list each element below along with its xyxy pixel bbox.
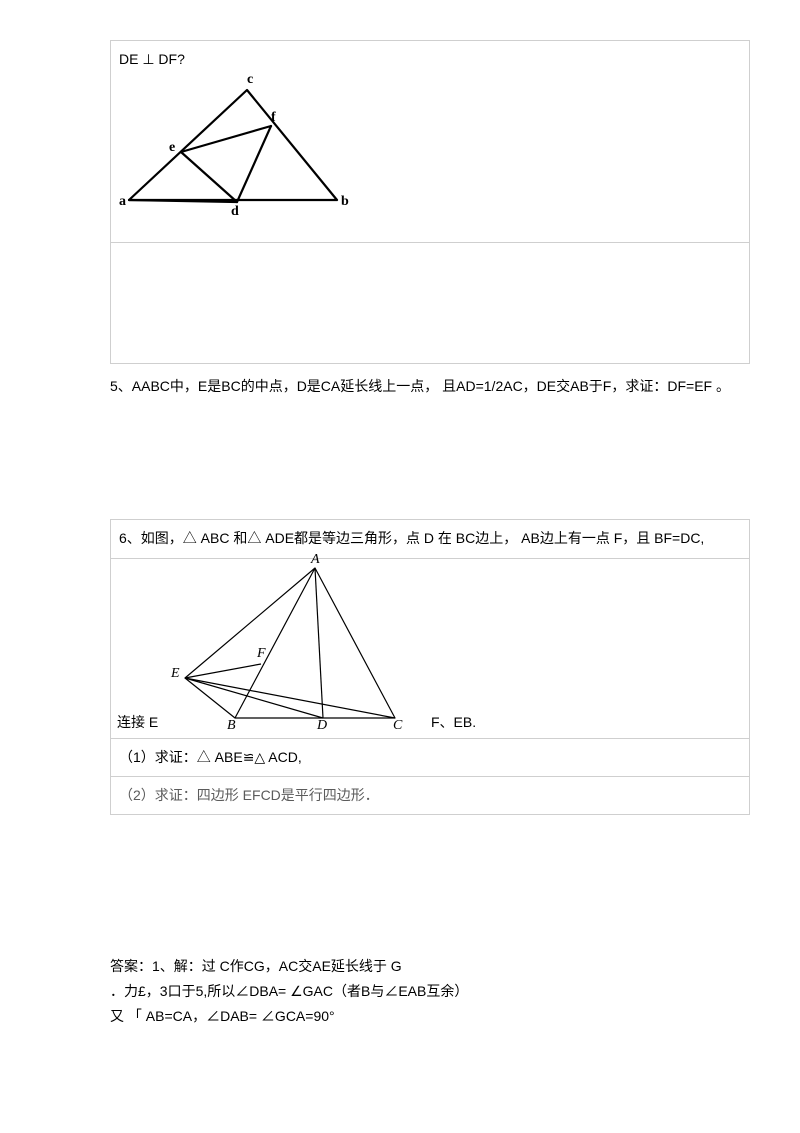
q6-after: F、EB. xyxy=(425,712,476,738)
label-a: a xyxy=(119,194,126,210)
label-f: f xyxy=(271,110,276,126)
q5-text: 5、AABC中，E是BC的中点，D是CA延长线上一点， 且AD=1/2AC，DE… xyxy=(110,374,750,399)
label-E: E xyxy=(171,666,180,682)
ans-l1: 答案：1、解：过 C作CG，AC交AE延长线于 G xyxy=(110,954,750,979)
label-A: A xyxy=(311,552,320,568)
q6-side-text: 连接 E xyxy=(111,712,165,738)
ans-l3: 又 「 AB=CA，∠DAB= ∠GCA=90° xyxy=(110,1004,750,1029)
label-F: F xyxy=(257,646,266,662)
q6-diagram-row: 连接 E A B C D E F xyxy=(110,558,750,738)
label-c: c xyxy=(247,72,253,88)
q4-blank xyxy=(110,243,750,364)
label-B: B xyxy=(227,718,236,734)
page-root: DE ⊥ DF? a b c d e f 5、AABC中，E是BC的中点，D是C… xyxy=(0,0,800,1070)
q6-header: 6、如图，△ ABC 和△ ADE都是等边三角形，点 D 在 BC边上， AB边… xyxy=(110,519,750,558)
q4-header: DE ⊥ DF? xyxy=(119,47,741,72)
q6-diagram: A B C D E F xyxy=(165,558,425,738)
label-d: d xyxy=(231,204,239,220)
q4-svg xyxy=(119,72,369,237)
q4-box: DE ⊥ DF? a b c d e f xyxy=(110,40,750,243)
ans-l2: ．力£，3口于5,所以∠DBA= ∠GAC（者B与∠EAB互余） xyxy=(110,979,750,1004)
q4-diagram: a b c d e f xyxy=(119,72,741,242)
q6-p2: （2）求证：四边形 EFCD是平行四边形． xyxy=(110,776,750,815)
label-D: D xyxy=(317,718,327,734)
q6-p1: （1）求证：△ ABE≌△ ACD, xyxy=(110,738,750,777)
q6-svg xyxy=(165,558,425,738)
label-e: e xyxy=(169,140,175,156)
label-C: C xyxy=(393,718,402,734)
label-b: b xyxy=(341,194,349,210)
